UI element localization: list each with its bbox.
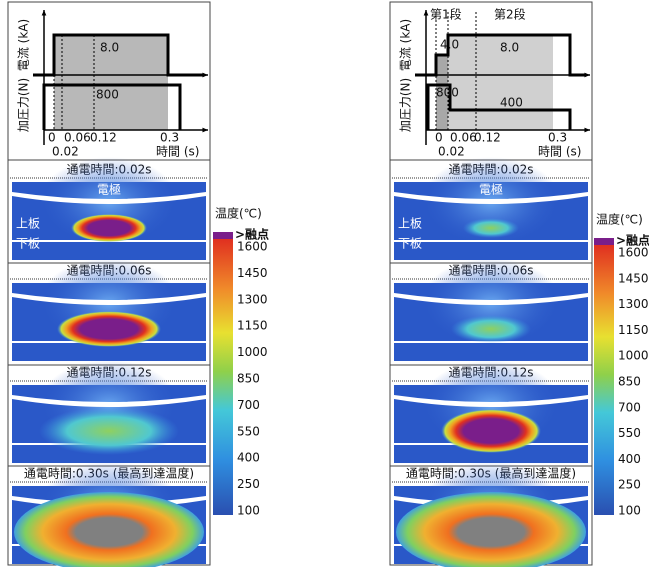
label: 第1段	[430, 7, 462, 22]
label: 電流 (kA)	[17, 19, 31, 71]
weld-nugget	[441, 409, 541, 453]
label: 加圧力(N)	[17, 78, 31, 132]
label: 800	[436, 86, 459, 100]
label: 時間 (s)	[156, 145, 199, 159]
label: 8.0	[500, 41, 519, 55]
label: 1000	[618, 349, 649, 363]
label: 第2段	[494, 7, 526, 22]
label: 上板	[16, 217, 40, 231]
label: 4.0	[440, 38, 459, 52]
label: 下板	[398, 237, 422, 251]
label: 250	[618, 478, 641, 492]
label: 0	[435, 131, 443, 145]
melt-swatch	[594, 238, 614, 245]
label: 400	[618, 452, 641, 466]
weld-nugget	[463, 218, 519, 238]
label: 温度(℃)	[215, 206, 262, 221]
label: 1150	[237, 319, 268, 333]
label: 1300	[618, 297, 649, 311]
label: 850	[618, 375, 641, 389]
label: 上板	[398, 217, 422, 231]
label: 1450	[237, 266, 268, 280]
label: 電極	[479, 182, 503, 197]
figure: 8.080000.020.060.120.3電流 (kA)加圧力(N)時間 (s…	[0, 0, 649, 567]
label: 0.3	[548, 131, 567, 145]
weld-nugget	[71, 214, 147, 242]
label: 1000	[237, 345, 268, 359]
label: 1450	[618, 271, 649, 285]
label: 550	[618, 426, 641, 440]
label: 0.06	[64, 131, 91, 145]
label: 250	[237, 477, 260, 491]
label: 加圧力(N)	[399, 78, 413, 132]
label: 100	[618, 504, 641, 518]
label: 0.06	[450, 131, 477, 145]
weld-nugget	[451, 315, 531, 343]
weld-nugget	[57, 311, 161, 347]
label: 下板	[16, 237, 40, 251]
arrow-head	[42, 10, 47, 16]
label: 時間 (s)	[538, 145, 581, 159]
label: 400	[237, 451, 260, 465]
label: 850	[237, 372, 260, 386]
arrow-head	[584, 128, 590, 133]
arrow-head	[424, 10, 429, 16]
label: 400	[500, 96, 523, 110]
label: 0.12	[474, 131, 501, 145]
label: 1150	[618, 323, 649, 337]
colorbar	[594, 245, 614, 515]
label: 電流 (kA)	[399, 19, 413, 71]
label: 8.0	[100, 41, 119, 55]
label: 1600	[618, 246, 649, 260]
arrow-head	[202, 128, 208, 133]
label: 800	[96, 88, 119, 102]
melt-swatch	[213, 232, 233, 239]
arrow-head	[202, 73, 208, 78]
label: 0.02	[52, 145, 79, 159]
label: 0.02	[438, 145, 465, 159]
label: 電極	[97, 182, 121, 197]
label: 0.3	[160, 131, 179, 145]
label: 温度(℃)	[596, 212, 643, 227]
label: 0	[48, 131, 56, 145]
arrow-head	[584, 73, 590, 78]
label: 0.12	[90, 131, 117, 145]
label: 1600	[237, 240, 268, 254]
sheet-gap	[394, 240, 588, 242]
label: 100	[237, 504, 260, 518]
label: 1300	[237, 292, 268, 306]
colorbar	[213, 239, 233, 515]
label: 700	[237, 398, 260, 412]
weld-nugget	[39, 407, 179, 455]
label: 550	[237, 424, 260, 438]
label: 700	[618, 400, 641, 414]
